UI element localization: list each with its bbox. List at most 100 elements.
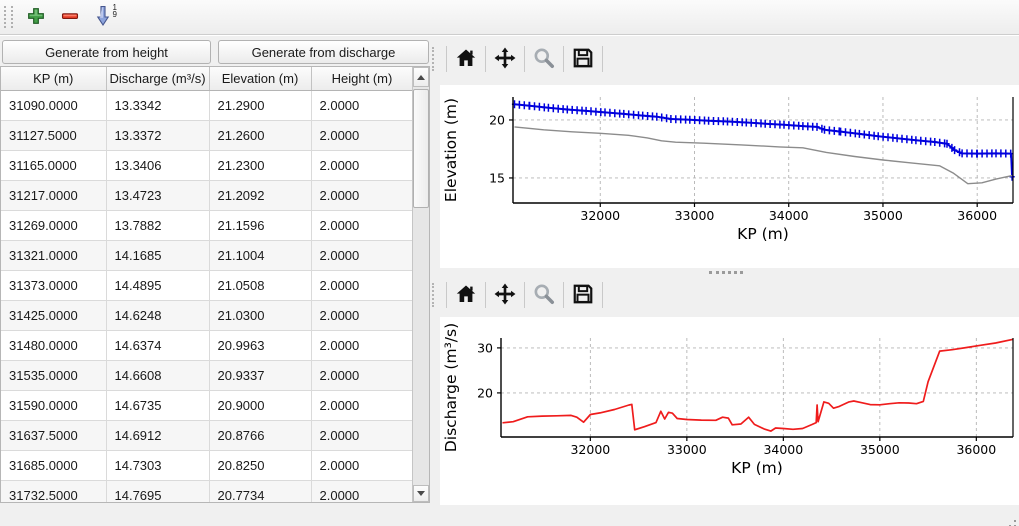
table-cell[interactable]: 31637.5000 bbox=[1, 420, 107, 451]
table-cell[interactable]: 31425.0000 bbox=[1, 300, 107, 331]
table-cell[interactable]: 31590.0000 bbox=[1, 390, 107, 421]
scrollbar-thumb[interactable] bbox=[413, 89, 429, 208]
scrollbar-up-button[interactable] bbox=[413, 67, 429, 87]
table-cell[interactable]: 2.0000 bbox=[311, 90, 414, 121]
zoom-button[interactable] bbox=[527, 44, 561, 74]
table-body: 31090.0000 13.3342 21.2900 2.0000 31127.5000… bbox=[1, 90, 414, 502]
table-cell[interactable]: 2.0000 bbox=[311, 330, 414, 361]
table-cell[interactable]: 31127.5000 bbox=[1, 120, 107, 151]
x-tick-label: 36000 bbox=[957, 208, 997, 223]
toolbar-grip[interactable] bbox=[432, 283, 438, 307]
scrollbar-down-button[interactable] bbox=[413, 485, 429, 502]
table-cell[interactable]: 2.0000 bbox=[311, 210, 414, 241]
table-cell[interactable]: 2.0000 bbox=[311, 420, 414, 451]
table-cell[interactable]: 31535.0000 bbox=[1, 360, 107, 391]
table-cell[interactable]: 20.9337 bbox=[209, 360, 312, 391]
add-row-button[interactable] bbox=[22, 3, 50, 31]
table-cell[interactable]: 14.6912 bbox=[106, 420, 210, 451]
toolbar-grip[interactable] bbox=[4, 6, 13, 28]
toolbar-grip[interactable] bbox=[432, 47, 438, 71]
table-cell[interactable]: 31685.0000 bbox=[1, 450, 107, 481]
table-cell[interactable]: 2.0000 bbox=[311, 180, 414, 211]
pan-button[interactable] bbox=[488, 280, 522, 310]
table-cell[interactable]: 21.0508 bbox=[209, 270, 312, 301]
table-cell[interactable]: 2.0000 bbox=[311, 240, 414, 271]
table-cell[interactable]: 21.2092 bbox=[209, 180, 312, 211]
scroll-down-icon bbox=[417, 491, 425, 496]
table-cell[interactable]: 14.6608 bbox=[106, 360, 210, 391]
table-cell[interactable]: 2.0000 bbox=[311, 150, 414, 181]
table-cell[interactable]: 31165.0000 bbox=[1, 150, 107, 181]
elevation-chart-toolbar bbox=[432, 42, 1019, 76]
table-cell[interactable]: 13.4723 bbox=[106, 180, 210, 211]
table-cell[interactable]: 20.8766 bbox=[209, 420, 312, 451]
remove-row-button[interactable] bbox=[56, 3, 84, 31]
separator bbox=[602, 282, 603, 308]
zoom-button[interactable] bbox=[527, 280, 561, 310]
ground-elevation-line bbox=[514, 126, 1013, 185]
column-header-2[interactable]: Elevation (m) bbox=[209, 67, 312, 91]
table-cell[interactable]: 14.7695 bbox=[106, 480, 210, 502]
separator bbox=[446, 282, 447, 308]
y-tick-label: 15 bbox=[489, 170, 505, 185]
table-cell[interactable]: 2.0000 bbox=[311, 300, 414, 331]
table-cell[interactable]: 20.9963 bbox=[209, 330, 312, 361]
table-cell[interactable]: 20.8250 bbox=[209, 450, 312, 481]
table-row: 31127.5000 13.3372 21.2600 2.0000 bbox=[1, 120, 414, 151]
table-cell[interactable]: 31090.0000 bbox=[1, 90, 107, 121]
table-cell[interactable]: 20.9000 bbox=[209, 390, 312, 421]
table-cell[interactable]: 21.2900 bbox=[209, 90, 312, 121]
column-header-1[interactable]: Discharge (m³/s) bbox=[106, 67, 210, 91]
home-icon bbox=[455, 48, 477, 71]
table-cell[interactable]: 31217.0000 bbox=[1, 180, 107, 211]
table-cell[interactable]: 2.0000 bbox=[311, 480, 414, 502]
table-cell[interactable]: 2.0000 bbox=[311, 390, 414, 421]
save-button[interactable] bbox=[566, 280, 600, 310]
sort-ascending-button[interactable]: 1 9 bbox=[90, 3, 118, 31]
elevation-chart-canvas: 32000 33000 34000 35000 36000 15 20 KP (m) Eleva… bbox=[440, 85, 1019, 268]
table-cell[interactable]: 14.7303 bbox=[106, 450, 210, 481]
table-cell[interactable]: 13.3406 bbox=[106, 150, 210, 181]
window-size-grip[interactable] bbox=[1014, 520, 1016, 522]
table-cell[interactable]: 2.0000 bbox=[311, 270, 414, 301]
table-cell[interactable]: 13.7882 bbox=[106, 210, 210, 241]
chart-splitter-handle[interactable] bbox=[432, 268, 1019, 276]
table-cell[interactable]: 21.1596 bbox=[209, 210, 312, 241]
table-cell[interactable]: 14.6374 bbox=[106, 330, 210, 361]
table-cell[interactable]: 31480.0000 bbox=[1, 330, 107, 361]
table-cell[interactable]: 31732.5000 bbox=[1, 480, 107, 502]
table-cell[interactable]: 21.2300 bbox=[209, 150, 312, 181]
table-cell[interactable]: 14.4895 bbox=[106, 270, 210, 301]
column-header-3[interactable]: Height (m) bbox=[311, 67, 414, 91]
pan-button[interactable] bbox=[488, 44, 522, 74]
table-cell[interactable]: 21.0300 bbox=[209, 300, 312, 331]
column-header-0[interactable]: KP (m) bbox=[1, 67, 107, 91]
table-cell[interactable]: 31269.0000 bbox=[1, 210, 107, 241]
save-button[interactable] bbox=[566, 44, 600, 74]
table-cell[interactable]: 14.6248 bbox=[106, 300, 210, 331]
table-row: 31217.0000 13.4723 21.2092 2.0000 bbox=[1, 180, 414, 211]
table-cell[interactable]: 20.7734 bbox=[209, 480, 312, 502]
table-cell[interactable]: 14.1685 bbox=[106, 240, 210, 271]
table-cell[interactable]: 2.0000 bbox=[311, 450, 414, 481]
table-cell[interactable]: 31321.0000 bbox=[1, 240, 107, 271]
table-scrollbar[interactable] bbox=[412, 67, 429, 502]
generate-from-discharge-button[interactable]: Generate from discharge bbox=[218, 40, 429, 64]
table-cell[interactable]: 2.0000 bbox=[311, 360, 414, 391]
x-tick-label: 34000 bbox=[769, 208, 809, 223]
generate-from-height-button[interactable]: Generate from height bbox=[2, 40, 211, 64]
table-cell[interactable]: 13.3342 bbox=[106, 90, 210, 121]
separator bbox=[485, 46, 486, 72]
home-button[interactable] bbox=[449, 44, 483, 74]
x-tick-label: 34000 bbox=[763, 442, 803, 457]
table-cell[interactable]: 14.6735 bbox=[106, 390, 210, 421]
table-row: 31535.0000 14.6608 20.9337 2.0000 bbox=[1, 360, 414, 391]
table-cell[interactable]: 13.3372 bbox=[106, 120, 210, 151]
table-cell[interactable]: 21.2600 bbox=[209, 120, 312, 151]
scroll-up-icon bbox=[417, 74, 425, 80]
table-cell[interactable]: 21.1004 bbox=[209, 240, 312, 271]
table-cell[interactable]: 2.0000 bbox=[311, 120, 414, 151]
table-cell[interactable]: 31373.0000 bbox=[1, 270, 107, 301]
home-button[interactable] bbox=[449, 280, 483, 310]
separator bbox=[485, 282, 486, 308]
